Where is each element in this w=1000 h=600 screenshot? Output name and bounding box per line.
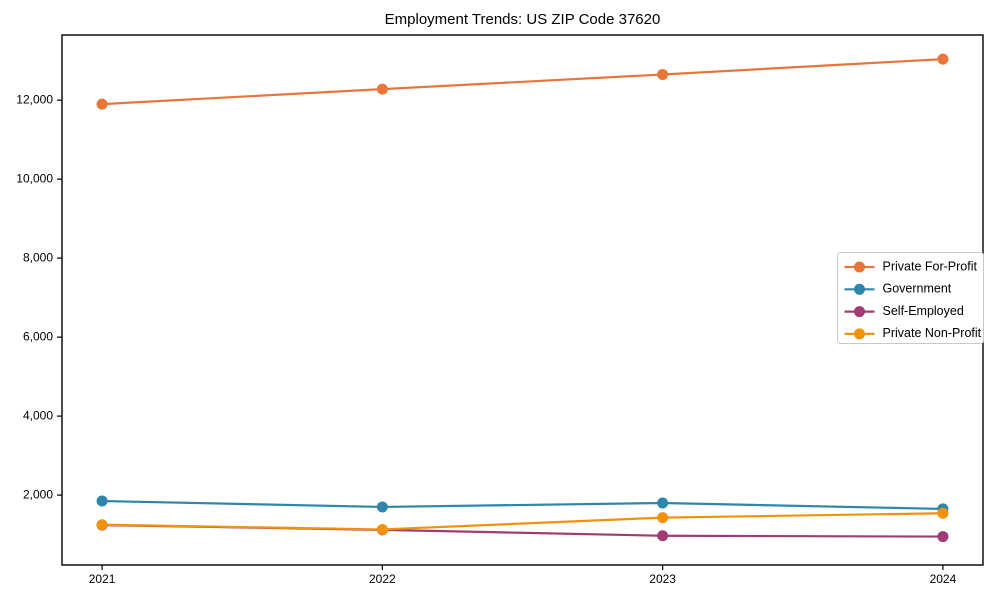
series-line-government [102, 499, 943, 511]
data-point-private-non-profit [96, 519, 108, 531]
data-point-self-employed [657, 530, 669, 542]
data-point-government [657, 497, 669, 509]
data-point-private-for-profit [376, 83, 388, 95]
data-point-private-non-profit [937, 507, 949, 519]
y-tick-label: 12,000 [16, 92, 53, 106]
data-point-private-non-profit [657, 512, 669, 524]
legend-box [837, 252, 984, 344]
data-point-private-for-profit [96, 98, 108, 110]
legend-label: Private Non-Profit [883, 326, 982, 340]
x-tick-label: 2021 [89, 572, 116, 586]
legend-sample-marker [854, 283, 865, 295]
series-line-private-non-profit [102, 512, 943, 531]
y-tick-label: 2,000 [23, 487, 53, 501]
legend-label: Private For-Profit [883, 259, 978, 273]
data-point-government [96, 495, 108, 507]
y-tick-label: 8,000 [23, 250, 53, 264]
x-tick-label: 2022 [369, 572, 396, 586]
data-point-government [376, 501, 388, 513]
legend-sample-marker [854, 306, 865, 318]
data-point-self-employed [937, 531, 949, 543]
data-point-private-non-profit [376, 523, 388, 535]
chart-title: Employment Trends: US ZIP Code 37620 [384, 11, 661, 28]
data-point-private-for-profit [937, 53, 949, 65]
y-tick-label: 10,000 [16, 171, 53, 185]
x-tick-label: 2024 [930, 572, 957, 586]
legend-label: Government [883, 282, 952, 296]
y-tick-label: 6,000 [23, 329, 53, 343]
series-line-private-for-profit [102, 57, 943, 106]
x-tick-label: 2023 [649, 572, 676, 586]
data-point-private-for-profit [657, 68, 669, 80]
legend-sample-marker [854, 261, 865, 273]
y-tick-label: 4,000 [23, 408, 53, 422]
legend-label: Self-Employed [883, 304, 964, 318]
legend-sample-marker [854, 328, 865, 340]
